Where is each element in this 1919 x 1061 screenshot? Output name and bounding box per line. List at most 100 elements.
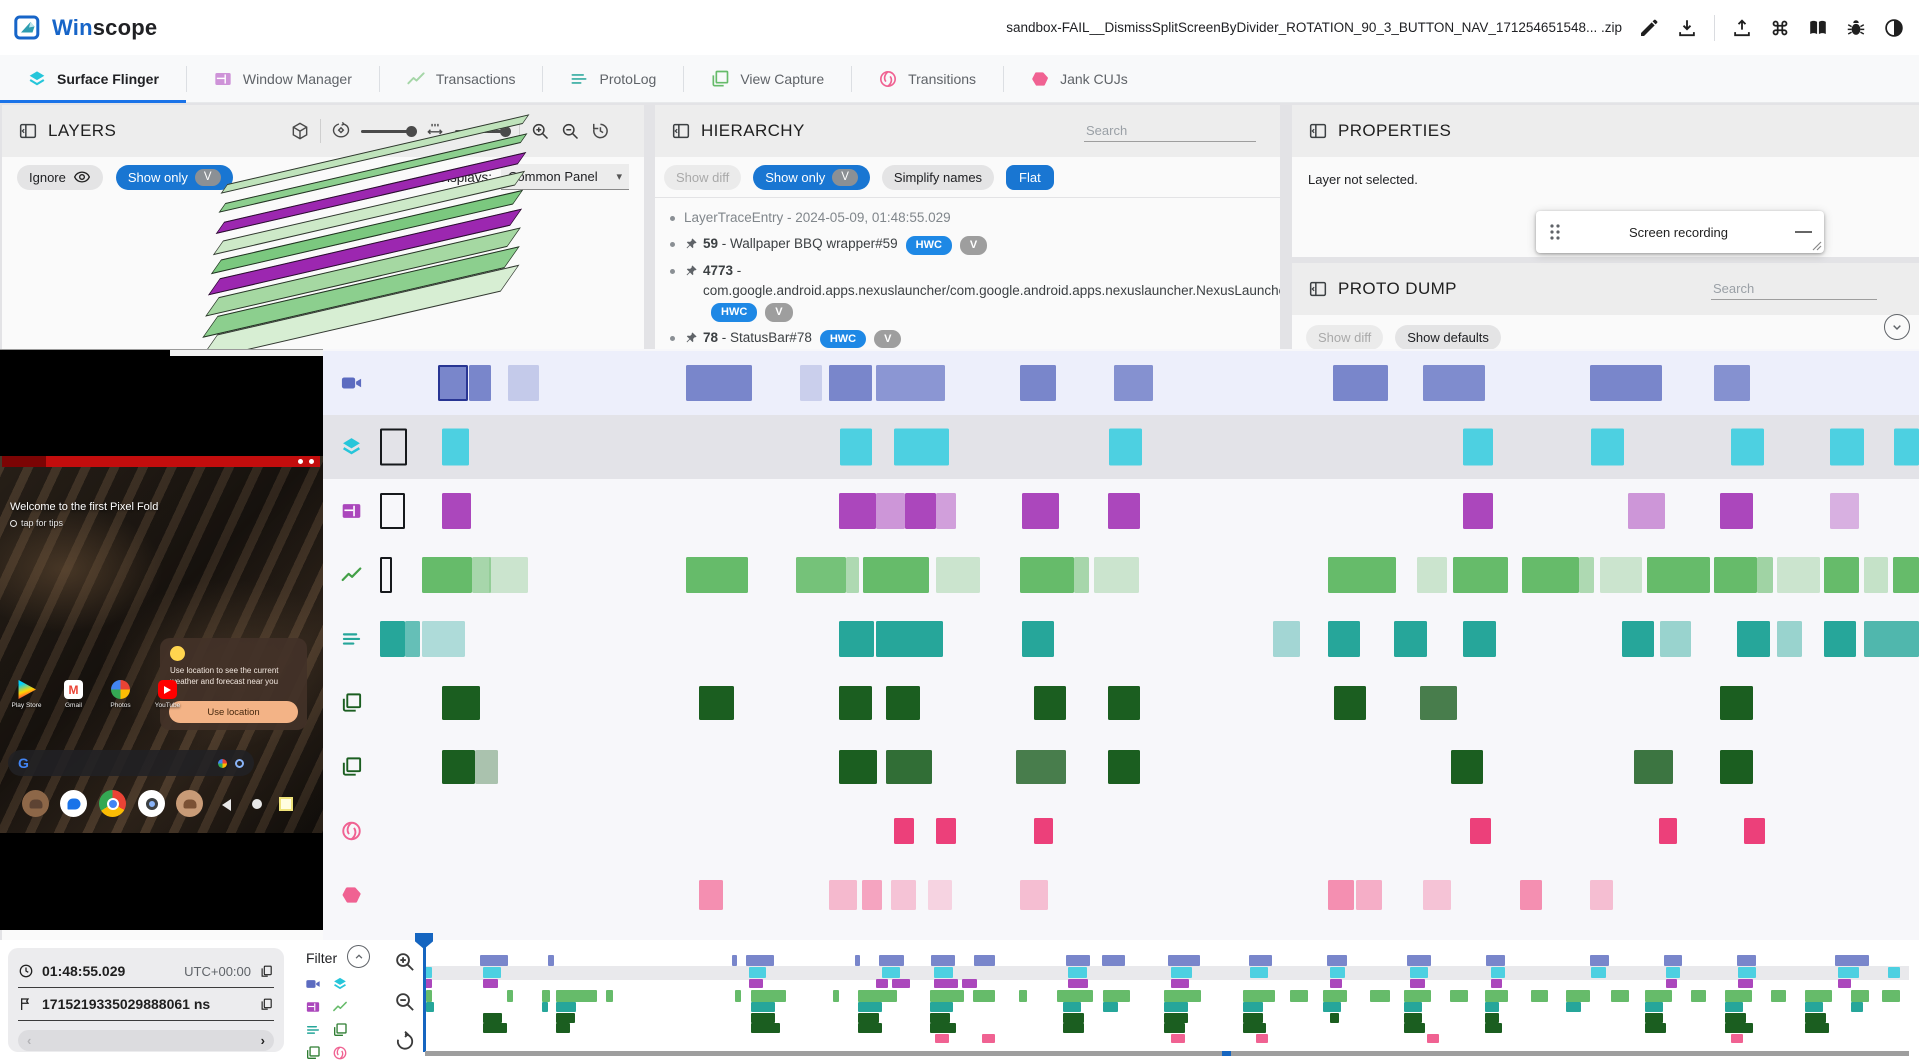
dock-messages-icon[interactable] xyxy=(60,790,87,817)
hierarchy-show-diff-chip[interactable]: Show diff xyxy=(664,164,742,190)
track-lane-jank-cujs[interactable] xyxy=(380,863,1919,927)
filter-chart-icon[interactable] xyxy=(332,999,348,1015)
trace-entry-block[interactable] xyxy=(894,818,915,844)
trace-entry-block[interactable] xyxy=(1589,365,1662,401)
track-lane-protolog[interactable] xyxy=(380,607,1919,671)
trace-entry-block[interactable] xyxy=(1463,428,1493,466)
trace-entry-block[interactable] xyxy=(698,880,724,910)
trace-entry-block[interactable] xyxy=(1600,557,1642,593)
trace-entry-block[interactable] xyxy=(927,880,953,910)
trace-entry-block[interactable] xyxy=(1272,621,1301,657)
trace-entry-block[interactable] xyxy=(686,365,753,401)
pin-icon[interactable] xyxy=(684,331,698,345)
filter-layers-icon[interactable] xyxy=(332,976,348,992)
swirl-icon[interactable] xyxy=(340,820,363,843)
trace-entry-block[interactable] xyxy=(1894,428,1919,466)
app-shortcut-photos[interactable]: Photos xyxy=(104,680,137,709)
trace-entry-block[interactable] xyxy=(1463,493,1493,529)
trace-entry-block[interactable] xyxy=(1469,818,1492,844)
timeline-zoom-in-icon[interactable] xyxy=(393,950,416,973)
trace-entry-block[interactable] xyxy=(698,686,734,720)
pin-icon[interactable] xyxy=(684,237,698,251)
trace-entry-block[interactable] xyxy=(441,428,470,466)
trace-entry-block[interactable] xyxy=(475,750,499,784)
trace-entry-block[interactable] xyxy=(1591,428,1624,466)
trace-entry-block[interactable] xyxy=(1777,557,1821,593)
trace-entry-block[interactable] xyxy=(507,365,539,401)
collapse-panel-icon[interactable] xyxy=(1308,279,1328,299)
trace-entry-block[interactable] xyxy=(1863,557,1889,593)
trace-entry-block[interactable] xyxy=(875,621,944,657)
trace-entry-block[interactable] xyxy=(421,621,465,657)
dock-chrome-icon[interactable] xyxy=(99,790,126,817)
trace-entry-block[interactable] xyxy=(1628,493,1666,529)
trace-entry-block[interactable] xyxy=(1589,880,1613,910)
screen-recording-preview[interactable]: Welcome to the first Pixel Fold tap for … xyxy=(0,349,323,930)
track-lane-view-capture-launcher[interactable] xyxy=(380,735,1919,799)
trace-entry-block[interactable] xyxy=(1829,493,1859,529)
3d-view-icon[interactable] xyxy=(290,121,310,141)
trace-entry-block[interactable] xyxy=(838,493,876,529)
collapse-panel-icon[interactable] xyxy=(671,121,691,141)
trace-entry-block[interactable] xyxy=(861,880,882,910)
dock-camera-icon[interactable] xyxy=(138,790,165,817)
trace-entry-block[interactable] xyxy=(1107,750,1141,784)
trace-entry-block[interactable] xyxy=(1020,880,1048,910)
zoom-in-icon[interactable] xyxy=(530,121,550,141)
trace-entry-block[interactable] xyxy=(935,557,981,593)
trace-entry-block[interactable] xyxy=(438,365,468,401)
trace-entry-block[interactable] xyxy=(1452,557,1509,593)
minimap-track[interactable] xyxy=(425,1034,1909,1043)
trace-entry-block[interactable] xyxy=(886,686,921,720)
lens-icon[interactable] xyxy=(235,758,244,768)
trace-entry-block[interactable] xyxy=(1714,557,1758,593)
minimap-track[interactable] xyxy=(425,978,1909,988)
hierarchy-node[interactable]: LayerTraceEntry - 2024-05-09, 01:48:55.0… xyxy=(663,208,1266,228)
trace-entry-block[interactable] xyxy=(846,557,859,593)
upload-icon[interactable] xyxy=(1731,17,1753,39)
trace-entry-block[interactable] xyxy=(1020,557,1075,593)
trace-entry-block[interactable] xyxy=(886,750,933,784)
trace-entry-block[interactable] xyxy=(800,365,822,401)
screen-recording-window[interactable]: Screen recording xyxy=(1536,211,1824,253)
trace-entry-block[interactable] xyxy=(380,557,393,593)
trace-entry-block[interactable] xyxy=(1394,621,1427,657)
trace-entry-block[interactable] xyxy=(1423,365,1485,401)
copy-icon[interactable] xyxy=(259,964,274,979)
pin-icon[interactable] xyxy=(684,264,698,278)
trace-entry-block[interactable] xyxy=(1451,750,1484,784)
flat-view-chip[interactable]: Flat xyxy=(1006,164,1054,190)
trace-entry-block[interactable] xyxy=(829,365,873,401)
trace-entry-block[interactable] xyxy=(1021,621,1055,657)
trace-entry-block[interactable] xyxy=(838,686,873,720)
edit-filename-icon[interactable] xyxy=(1638,17,1660,39)
trace-entry-block[interactable] xyxy=(1034,818,1053,844)
proto-dump-show-diff-chip[interactable]: Show diff xyxy=(1306,325,1384,350)
spacing-slider[interactable] xyxy=(455,125,511,137)
filter-squares-icon[interactable] xyxy=(332,1022,348,1038)
trace-entry-block[interactable] xyxy=(1634,750,1673,784)
trace-entry-block[interactable] xyxy=(1463,621,1496,657)
trace-entry-block[interactable] xyxy=(1737,621,1770,657)
trace-entry-block[interactable] xyxy=(935,818,956,844)
trace-entry-block[interactable] xyxy=(1021,493,1059,529)
trace-entry-block[interactable] xyxy=(840,428,873,466)
trace-entry-block[interactable] xyxy=(1720,686,1753,720)
copy-icon[interactable] xyxy=(259,997,274,1012)
trace-entry-block[interactable] xyxy=(1823,621,1856,657)
trace-entry-block[interactable] xyxy=(1714,365,1750,401)
chart-icon[interactable] xyxy=(340,564,363,587)
trace-entry-block[interactable] xyxy=(1420,686,1458,720)
dock-app-icon[interactable] xyxy=(22,790,49,817)
trace-entry-block[interactable] xyxy=(380,493,405,529)
trace-entry-block[interactable] xyxy=(875,493,905,529)
trace-entry-block[interactable] xyxy=(441,493,471,529)
layer-spacing-icon[interactable] xyxy=(425,121,445,141)
hierarchy-node[interactable]: 78 - StatusBar#78 HWC V xyxy=(663,328,1266,349)
window-icon[interactable] xyxy=(340,500,363,523)
trace-entry-block[interactable] xyxy=(875,365,945,401)
minimap-track[interactable] xyxy=(425,966,1909,978)
filter-swirl-icon[interactable] xyxy=(332,1045,348,1061)
timeline-scrollbar[interactable] xyxy=(425,1051,1909,1056)
reset-view-icon[interactable] xyxy=(590,121,610,141)
